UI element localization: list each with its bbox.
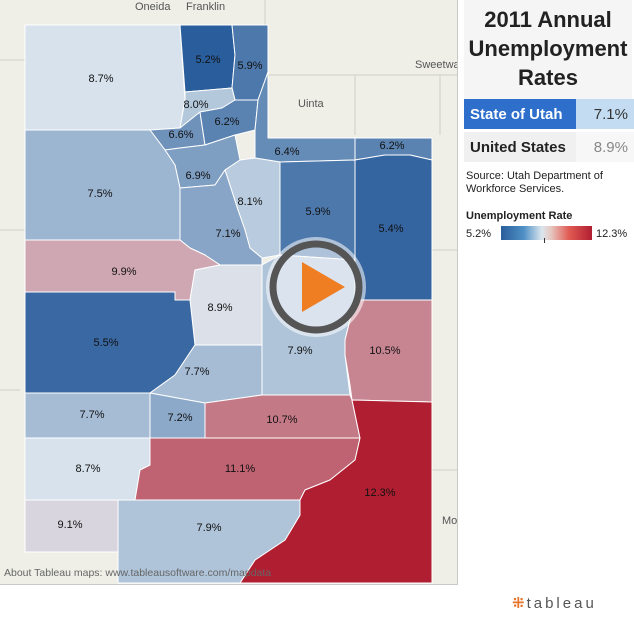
county-label-8: 6.9% bbox=[185, 170, 210, 182]
county-label-14: 9.9% bbox=[111, 266, 136, 278]
map-credit: About Tableau maps: www.tableausoftware.… bbox=[4, 567, 272, 579]
play-button[interactable] bbox=[266, 237, 366, 337]
legend-title: Unemployment Rate bbox=[466, 210, 573, 222]
county-label-5: 6.2% bbox=[214, 116, 239, 128]
county-layer bbox=[24, 24, 433, 584]
us-rate-value: 8.9% bbox=[576, 132, 634, 162]
county-label-25: 12.3% bbox=[364, 487, 395, 499]
county-label-2: 5.9% bbox=[237, 60, 262, 72]
county-label-13: 7.1% bbox=[215, 228, 240, 240]
place-label-oneida: Oneida bbox=[135, 1, 171, 13]
county-label-21: 7.2% bbox=[167, 412, 192, 424]
place-label-franklin: Franklin bbox=[186, 1, 225, 13]
utah-rate-value: 7.1% bbox=[576, 99, 634, 129]
county-18[interactable] bbox=[344, 299, 433, 403]
us-rate-row[interactable]: United States 8.9% bbox=[464, 132, 634, 162]
legend-min: 5.2% bbox=[466, 228, 492, 240]
utah-county-map[interactable]: Oneida Franklin Sweetwater Uinta Mo bbox=[0, 0, 473, 585]
county-label-1: 5.2% bbox=[195, 54, 220, 66]
title-line: 2011 Annual bbox=[484, 7, 612, 32]
county-label-23: 8.7% bbox=[75, 463, 100, 475]
county-label-20: 7.7% bbox=[79, 409, 104, 421]
tableau-logo-text: tableau bbox=[526, 595, 597, 612]
play-icon bbox=[302, 262, 345, 312]
source-note: Source: Utah Department of Workforce Ser… bbox=[466, 170, 603, 195]
county-label-18: 10.5% bbox=[369, 345, 400, 357]
utah-rate-label: State of Utah bbox=[464, 99, 576, 129]
county-label-6: 6.4% bbox=[274, 146, 299, 158]
legend-tick bbox=[544, 238, 545, 243]
county-label-4: 6.6% bbox=[168, 129, 193, 141]
county-label-27: 7.9% bbox=[196, 522, 221, 534]
title-line: Rates bbox=[518, 65, 578, 90]
place-label-mo: Mo bbox=[442, 515, 457, 527]
tableau-logo[interactable]: ⁜ tableau bbox=[512, 594, 597, 612]
county-label-26: 9.1% bbox=[57, 519, 82, 531]
us-rate-label: United States bbox=[464, 132, 576, 162]
dashboard-title: 2011 Annual Unemployment Rates bbox=[464, 0, 632, 99]
legend-color-ramp bbox=[501, 226, 592, 240]
title-line: Unemployment bbox=[468, 36, 628, 61]
info-panel: 2011 Annual Unemployment Rates State of … bbox=[460, 0, 634, 584]
county-label-24: 11.1% bbox=[225, 463, 256, 475]
place-label-uinta: Uinta bbox=[298, 98, 325, 110]
tableau-logo-icon: ⁜ bbox=[512, 595, 525, 612]
county-27[interactable] bbox=[117, 499, 301, 584]
place-label-sweetwater: Sweetwater bbox=[415, 59, 457, 71]
county-label-11: 5.9% bbox=[305, 206, 330, 218]
county-label-12: 5.4% bbox=[378, 223, 403, 235]
legend-max: 12.3% bbox=[596, 228, 628, 240]
county-9[interactable] bbox=[24, 129, 181, 241]
county-label-15: 8.9% bbox=[207, 302, 232, 314]
county-label-17: 7.9% bbox=[287, 345, 312, 357]
county-label-10: 8.1% bbox=[237, 196, 262, 208]
county-label-7: 6.2% bbox=[379, 140, 404, 152]
county-label-16: 5.5% bbox=[93, 337, 118, 349]
county-label-19: 7.7% bbox=[184, 366, 209, 378]
county-label-22: 10.7% bbox=[266, 414, 297, 426]
county-labels: 8.7% 5.2% 5.9% 8.0% 6.6% 6.2% 6.4% 6.2% … bbox=[57, 54, 404, 534]
county-label-9: 7.5% bbox=[87, 188, 112, 200]
utah-rate-row[interactable]: State of Utah 7.1% bbox=[464, 99, 634, 129]
county-label-0: 8.7% bbox=[88, 73, 113, 85]
county-label-3: 8.0% bbox=[183, 99, 208, 111]
